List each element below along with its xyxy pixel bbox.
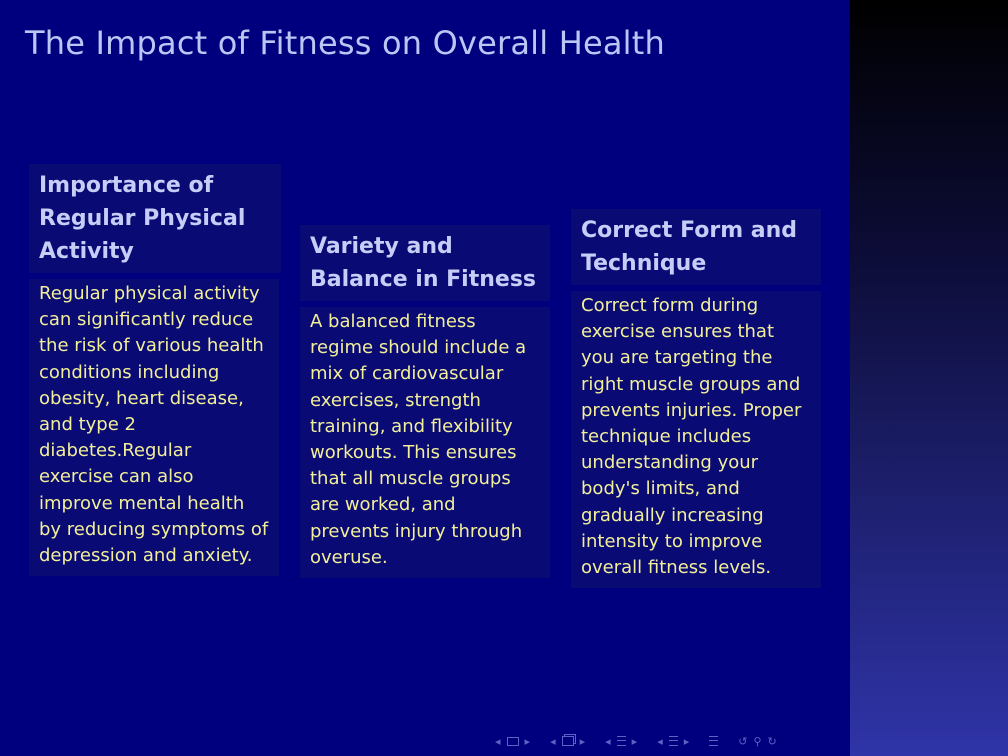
- forward-icon[interactable]: ↻: [767, 734, 777, 748]
- block-heading: Correct Form and Technique: [571, 209, 821, 285]
- arrow-left-icon[interactable]: ◂: [495, 734, 501, 748]
- slide-icon[interactable]: [506, 736, 519, 746]
- arrow-left-icon[interactable]: ◂: [657, 734, 663, 748]
- slide: The Impact of Fitness on Overall Health …: [25, 24, 821, 749]
- block-heading: Variety and Balance in Fitness: [300, 225, 550, 301]
- block-body: Regular physical activity can significan…: [29, 279, 279, 577]
- section-icon[interactable]: [616, 736, 626, 746]
- block-heading: Importance of Regular Physical Activity: [29, 164, 281, 273]
- block-body: Correct form during exercise ensures tha…: [571, 291, 821, 589]
- block-body: A balanced fitness regime should include…: [300, 307, 550, 579]
- block-regular-activity: Importance of Regular Physical Activity …: [29, 164, 281, 577]
- back-icon[interactable]: ↺: [738, 734, 748, 748]
- arrow-left-icon[interactable]: ◂: [605, 734, 611, 748]
- arrow-right-icon[interactable]: ▸: [524, 734, 531, 748]
- arrow-right-icon[interactable]: ▸: [683, 734, 690, 748]
- sidebar-gradient: [850, 0, 1008, 756]
- toc-icon[interactable]: [709, 736, 719, 746]
- arrow-right-icon[interactable]: ▸: [631, 734, 638, 748]
- block-variety-balance: Variety and Balance in Fitness A balance…: [300, 225, 550, 579]
- subsection-icon[interactable]: [668, 736, 678, 746]
- frame-icon[interactable]: [561, 736, 574, 746]
- slide-title: The Impact of Fitness on Overall Health: [25, 24, 665, 62]
- block-correct-form: Correct Form and Technique Correct form …: [571, 209, 821, 589]
- search-icon[interactable]: ⚲: [753, 734, 762, 748]
- navigation-bar: ◂ ▸ ◂ ▸ ◂ ▸ ◂ ▸ ↺ ⚲ ↻: [495, 733, 777, 749]
- arrow-right-icon[interactable]: ▸: [579, 734, 586, 748]
- arrow-left-icon[interactable]: ◂: [550, 734, 556, 748]
